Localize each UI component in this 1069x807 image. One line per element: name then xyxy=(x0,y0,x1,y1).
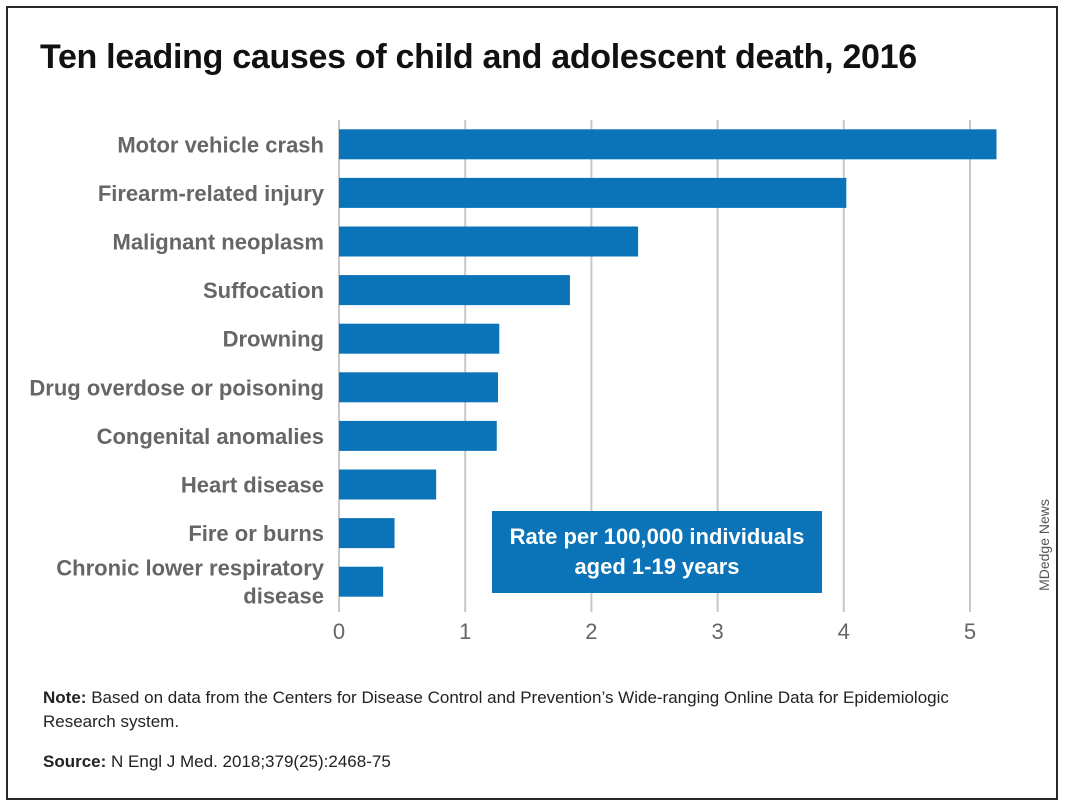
category-label-3: Suffocation xyxy=(203,278,324,303)
note-text: Based on data from the Centers for Disea… xyxy=(43,688,949,731)
bar-4 xyxy=(339,323,500,354)
bar-6 xyxy=(339,420,497,451)
bar-1 xyxy=(339,177,847,208)
chart-title: Ten leading causes of child and adolesce… xyxy=(40,38,917,76)
category-label-9-line-1: disease xyxy=(243,584,324,609)
category-label-5: Drug overdose or poisoning xyxy=(29,375,324,400)
bar-7 xyxy=(339,469,437,500)
category-label-4: Drowning xyxy=(223,327,324,352)
category-label-2: Malignant neoplasm xyxy=(113,230,324,255)
bar-8 xyxy=(339,518,395,549)
source-text: N Engl J Med. 2018;379(25):2468-75 xyxy=(111,752,391,771)
bar-5 xyxy=(339,372,499,403)
credit-label: MDedge News xyxy=(1036,499,1052,591)
chart-frame xyxy=(6,6,1058,800)
x-tick-label-5: 5 xyxy=(964,619,976,644)
bar-2 xyxy=(339,226,639,257)
x-tick-label-0: 0 xyxy=(333,619,345,644)
category-label-9-line-0: Chronic lower respiratory xyxy=(56,556,325,581)
note-label: Note: xyxy=(43,688,87,707)
bar-9 xyxy=(339,566,384,597)
category-label-1: Firearm-related injury xyxy=(98,181,325,206)
source-label: Source: xyxy=(43,752,107,771)
source: Source: N Engl J Med. 2018;379(25):2468-… xyxy=(43,752,391,772)
legend-line-1: Rate per 100,000 individuals xyxy=(509,524,805,549)
x-tick-label-4: 4 xyxy=(838,619,850,644)
x-tick-label-1: 1 xyxy=(459,619,471,644)
bar-3 xyxy=(339,275,570,306)
legend-box: Rate per 100,000 individuals aged 1-19 y… xyxy=(492,511,822,593)
x-tick-label-2: 2 xyxy=(585,619,597,644)
category-label-6: Congenital anomalies xyxy=(97,424,324,449)
note: Note: Based on data from the Centers for… xyxy=(43,686,1023,734)
x-tick-label-3: 3 xyxy=(711,619,723,644)
category-label-7: Heart disease xyxy=(181,473,324,498)
bar-0 xyxy=(339,129,997,160)
legend-line-2: aged 1-19 years xyxy=(574,554,740,579)
category-label-0: Motor vehicle crash xyxy=(117,132,324,157)
category-label-8: Fire or burns xyxy=(188,521,324,546)
